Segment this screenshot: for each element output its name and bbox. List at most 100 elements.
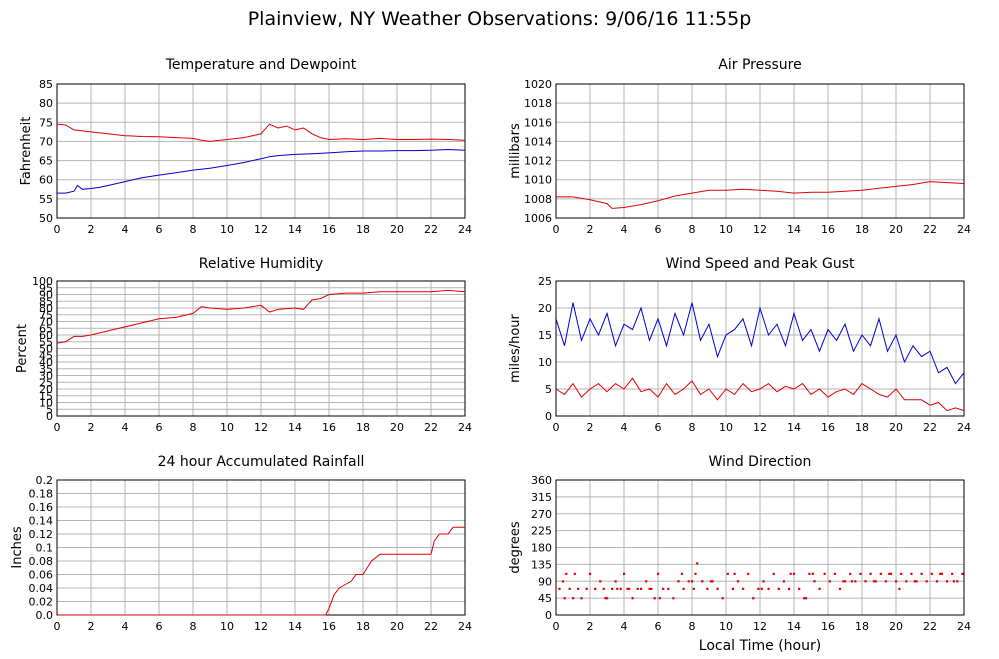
- x-tick-label: 12: [254, 620, 268, 633]
- plot-frame: [56, 280, 466, 417]
- y-tick-label: 50: [39, 343, 53, 356]
- x-tick-label: 4: [122, 223, 129, 236]
- data-point: [611, 587, 614, 590]
- data-point: [888, 572, 891, 575]
- x-tick-label: 20: [390, 421, 404, 434]
- x-tick-label: 12: [254, 421, 268, 434]
- y-tick-label: 0.2: [36, 474, 54, 487]
- data-point: [563, 597, 566, 600]
- data-point: [777, 587, 780, 590]
- x-tick-label: 0: [553, 620, 560, 633]
- x-tick-label: 22: [424, 223, 438, 236]
- x-tick-label: 24: [957, 223, 971, 236]
- y-tick-label: 0.12: [29, 528, 54, 541]
- data-point: [874, 580, 877, 583]
- x-tick-label: 4: [122, 620, 129, 633]
- x-tick-label: 14: [787, 421, 801, 434]
- x-tick-label: 18: [855, 421, 869, 434]
- x-tick-label: 14: [787, 620, 801, 633]
- data-point: [804, 597, 808, 600]
- x-tick-label: 0: [54, 620, 61, 633]
- x-tick-label: 10: [220, 620, 234, 633]
- y-tick-label: 70: [39, 316, 53, 329]
- x-tick-label: 14: [787, 223, 801, 236]
- x-tick-label: 16: [821, 620, 835, 633]
- data-point: [626, 587, 629, 590]
- data-point: [614, 580, 617, 583]
- x-tick-label: 8: [190, 223, 197, 236]
- y-tick-label: 0.04: [29, 582, 54, 595]
- data-point: [585, 587, 588, 590]
- y-tick-label: 315: [531, 491, 552, 504]
- data-point: [631, 597, 634, 600]
- data-point: [864, 580, 867, 583]
- data-point: [682, 587, 685, 590]
- data-point: [565, 572, 568, 575]
- data-point: [692, 587, 695, 590]
- data-point: [952, 580, 955, 583]
- y-tick-label: 1014: [524, 135, 552, 148]
- y-tick-label: 30: [39, 370, 53, 383]
- x-tick-label: 10: [719, 421, 733, 434]
- data-point: [616, 587, 619, 590]
- data-point: [726, 572, 729, 575]
- y-tick-label: 50: [39, 212, 53, 225]
- data-point: [762, 580, 765, 583]
- y-tick-label: 0.14: [29, 515, 54, 528]
- y-tick-label: 45: [538, 592, 552, 605]
- data-point: [961, 572, 964, 575]
- x-tick-label: 16: [821, 421, 835, 434]
- x-tick-label: 4: [621, 421, 628, 434]
- x-tick-label: 18: [855, 620, 869, 633]
- x-tick-label: 24: [957, 421, 971, 434]
- x-tick-label: 24: [458, 620, 472, 633]
- data-point: [767, 587, 770, 590]
- y-tick-label: 180: [531, 542, 552, 555]
- data-point: [747, 572, 750, 575]
- data-point: [706, 587, 709, 590]
- x-tick-label: 8: [689, 620, 696, 633]
- data-point: [580, 597, 583, 600]
- x-tick-label: 14: [288, 421, 302, 434]
- x-tick-label: 8: [190, 421, 197, 434]
- page-title: Plainview, NY Weather Observations: 9/06…: [247, 8, 752, 30]
- x-tick-label: 18: [855, 223, 869, 236]
- y-axis-label: Inches: [10, 526, 25, 568]
- y-tick-label: 0: [545, 410, 552, 423]
- y-tick-label: 270: [531, 508, 552, 521]
- series-line-1: [555, 302, 965, 385]
- data-point: [889, 572, 893, 575]
- data-point: [680, 572, 683, 575]
- data-point: [854, 580, 857, 583]
- x-tick-label: 22: [424, 620, 438, 633]
- y-tick-label: 0.02: [29, 596, 54, 609]
- data-point: [694, 572, 697, 575]
- x-tick-label: 12: [753, 620, 767, 633]
- data-point: [940, 572, 944, 575]
- x-tick-label: 6: [655, 223, 662, 236]
- data-point: [872, 580, 876, 583]
- y-tick-label: 360: [531, 474, 552, 487]
- x-tick-label: 8: [689, 421, 696, 434]
- data-point: [838, 587, 842, 590]
- chart-title: Temperature and Dewpoint: [165, 57, 357, 73]
- data-point: [910, 572, 913, 575]
- series-line-1: [56, 123, 466, 142]
- y-axis-label: millibars: [508, 123, 523, 179]
- y-tick-label: 1006: [524, 212, 552, 225]
- data-point: [657, 572, 660, 575]
- y-tick-label: 20: [538, 302, 552, 315]
- data-point: [623, 572, 626, 575]
- data-point: [879, 572, 882, 575]
- x-tick-label: 10: [220, 223, 234, 236]
- y-tick-label: 15: [39, 390, 53, 403]
- y-tick-label: 65: [39, 155, 53, 168]
- data-point: [687, 580, 690, 583]
- data-point: [672, 597, 675, 600]
- data-point: [653, 597, 656, 600]
- y-tick-label: 0: [46, 410, 53, 423]
- x-tick-label: 6: [156, 421, 163, 434]
- x-tick-label: 6: [655, 620, 662, 633]
- x-tick-label: 4: [621, 620, 628, 633]
- data-point: [589, 572, 592, 575]
